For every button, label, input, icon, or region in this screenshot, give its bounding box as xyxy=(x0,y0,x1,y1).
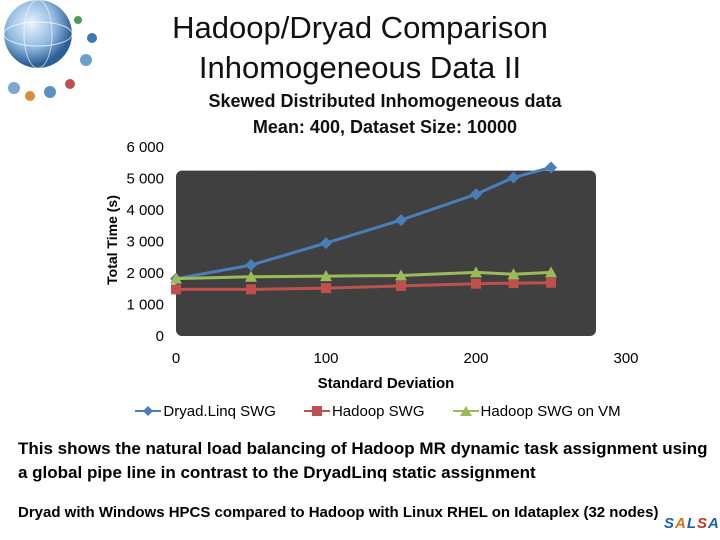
chart-legend: Dryad.Linq SWG Hadoop SWG Hadoop SWG on … xyxy=(118,400,638,422)
brand-letter: A xyxy=(708,515,720,532)
data-point-hadoop-vm xyxy=(320,270,332,282)
slide-title: Hadoop/Dryad Comparison Inhomogeneous Da… xyxy=(120,8,600,88)
legend-item-hadoop-vm: Hadoop SWG on VM xyxy=(452,400,621,422)
data-point-hadoop-vm xyxy=(170,272,182,284)
y-tick-label: 0 xyxy=(156,328,164,345)
chart-title-line1: Skewed Distributed Inhomogeneous data xyxy=(208,91,562,111)
slide-footer: Dryad with Windows HPCS compared to Hado… xyxy=(18,504,659,521)
legend-diamond-icon xyxy=(135,406,162,416)
legend-label-hadoop-vm: Hadoop SWG on VM xyxy=(480,402,621,420)
data-point-hadoop-vm xyxy=(245,270,257,282)
series-layer xyxy=(170,161,557,295)
slide-title-line1: Hadoop/Dryad Comparison xyxy=(172,10,548,45)
y-tick-label: 2 000 xyxy=(126,265,164,282)
y-axis-ticks: 0 1 000 2 000 3 000 4 000 5 000 6 000 xyxy=(126,139,164,345)
data-point-hadoop-vm xyxy=(507,268,520,280)
globe-logo-graphic xyxy=(3,0,97,101)
slide-title-line2: Inhomogeneous Data II xyxy=(198,50,522,85)
legend-item-hadoop: Hadoop SWG xyxy=(303,400,425,422)
data-point-hadoop xyxy=(321,283,331,294)
chart-title-line2: Mean: 400, Dataset Size: 10000 xyxy=(252,117,518,137)
legend-item-dryad: Dryad.Linq SWG xyxy=(135,400,276,422)
data-point-hadoop xyxy=(246,284,256,295)
data-point-dryad xyxy=(245,259,257,272)
data-point-hadoop xyxy=(508,278,519,289)
x-tick-label: 300 xyxy=(613,350,638,367)
data-point-hadoop-vm xyxy=(470,266,482,278)
y-tick-label: 3 000 xyxy=(126,234,164,251)
x-tick-label: 200 xyxy=(463,350,488,367)
data-point-dryad xyxy=(507,171,520,184)
data-point-hadoop xyxy=(396,280,406,291)
slide-caption: This shows the natural load balancing of… xyxy=(18,439,708,482)
legend-triangle-icon xyxy=(452,406,479,416)
salsa-globe-logo xyxy=(0,0,110,110)
x-tick-label: 0 xyxy=(172,350,180,367)
legend-label-dryad: Dryad.Linq SWG xyxy=(163,402,276,420)
brand-letter: A xyxy=(675,515,687,532)
data-point-hadoop-vm xyxy=(545,266,557,278)
data-point-hadoop-vm xyxy=(395,269,407,281)
brand-letter: S xyxy=(664,515,676,532)
y-axis-label: Total Time (s) xyxy=(104,195,120,285)
x-axis-ticks: 0 100 200 300 xyxy=(172,350,639,367)
chart-title: Skewed Distributed Inhomogeneous data Me… xyxy=(150,88,620,140)
x-axis-label: Standard Deviation xyxy=(318,375,455,392)
data-point-hadoop xyxy=(546,277,556,288)
x-tick-label: 100 xyxy=(313,350,338,367)
y-tick-label: 1 000 xyxy=(126,297,164,314)
data-point-hadoop xyxy=(471,278,481,289)
data-point-dryad xyxy=(545,161,557,174)
y-tick-label: 4 000 xyxy=(126,202,164,219)
data-point-dryad xyxy=(320,237,332,250)
salsa-brand: SALSA xyxy=(664,515,720,532)
legend-label-hadoop: Hadoop SWG xyxy=(331,402,425,420)
brand-letter: S xyxy=(697,515,709,532)
legend-square-icon xyxy=(303,406,330,416)
y-tick-label: 5 000 xyxy=(126,171,164,188)
plot-area xyxy=(176,170,596,336)
data-point-dryad xyxy=(395,214,407,227)
brand-letter: L xyxy=(686,515,698,532)
data-point-dryad xyxy=(470,188,482,201)
data-point-hadoop xyxy=(171,284,181,295)
y-tick-label: 6 000 xyxy=(126,139,164,156)
